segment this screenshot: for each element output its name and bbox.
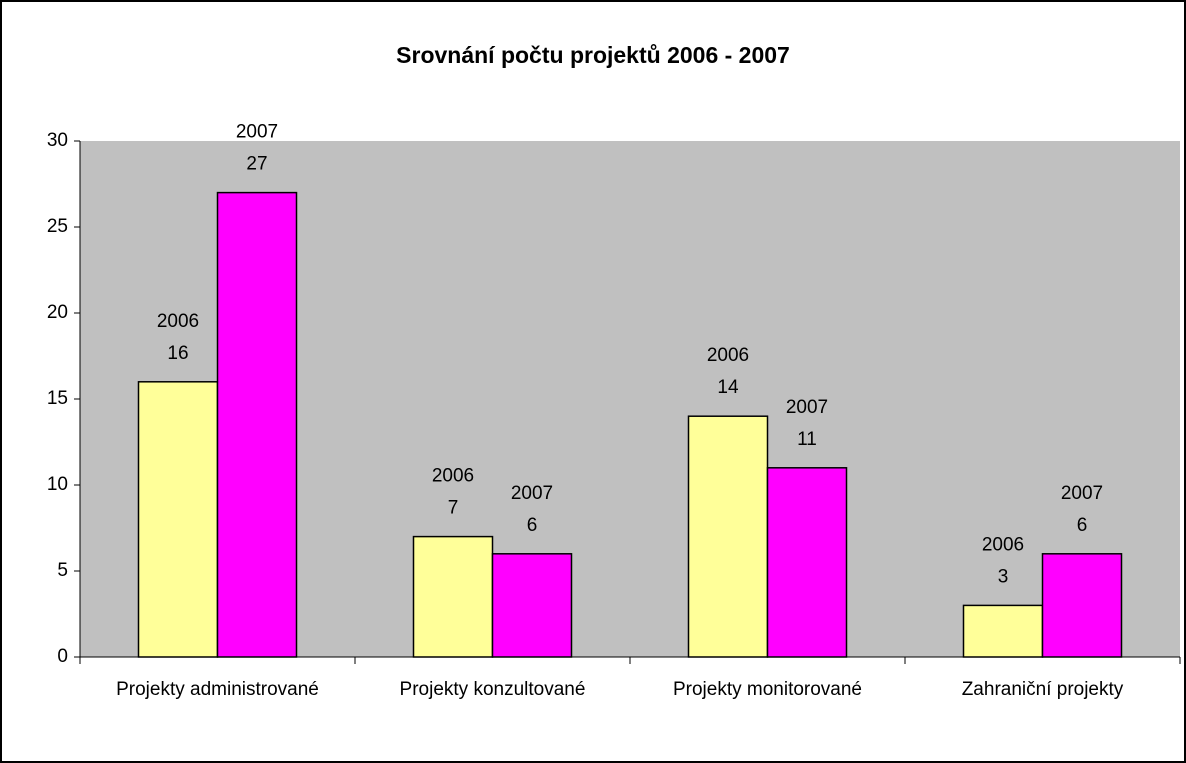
data-label: 7 (448, 498, 459, 519)
data-label: 27 (246, 154, 267, 175)
data-label-series: 2007 (511, 483, 553, 504)
y-tick-label: 15 (47, 388, 68, 409)
bar (491, 553, 573, 658)
data-label: 16 (167, 343, 188, 364)
data-label-series: 2007 (786, 397, 828, 418)
data-label-series: 2007 (236, 122, 278, 143)
bar (687, 415, 769, 658)
bar (766, 467, 848, 658)
data-label-series: 2006 (707, 345, 749, 366)
data-label-series: 2006 (982, 534, 1024, 555)
data-label: 6 (1077, 515, 1088, 536)
y-tick-label: 25 (47, 216, 68, 237)
bar (1041, 553, 1123, 658)
y-tick-label: 0 (57, 646, 68, 667)
x-tick-label: Projekty monitorované (673, 679, 862, 700)
y-tick-label: 5 (57, 560, 68, 581)
y-tick-label: 20 (47, 302, 68, 323)
data-label-series: 2006 (432, 466, 474, 487)
bar (962, 604, 1044, 658)
data-label: 6 (527, 515, 538, 536)
y-tick-label: 30 (47, 130, 68, 151)
bar (216, 191, 298, 658)
y-tick-label: 10 (47, 474, 68, 495)
chart-title: Srovnání počtu projektů 2006 - 2007 (396, 42, 790, 68)
data-label: 14 (717, 377, 739, 398)
data-label: 11 (797, 429, 817, 450)
bar (137, 381, 219, 658)
bar (412, 535, 494, 658)
data-label-series: 2007 (1061, 483, 1103, 504)
data-label: 3 (998, 566, 1009, 587)
x-tick-label: Projekty konzultované (400, 679, 586, 700)
data-label-series: 2006 (157, 311, 199, 332)
x-tick-label: Projekty administrované (116, 679, 319, 700)
x-tick-label: Zahraniční projekty (962, 679, 1124, 700)
